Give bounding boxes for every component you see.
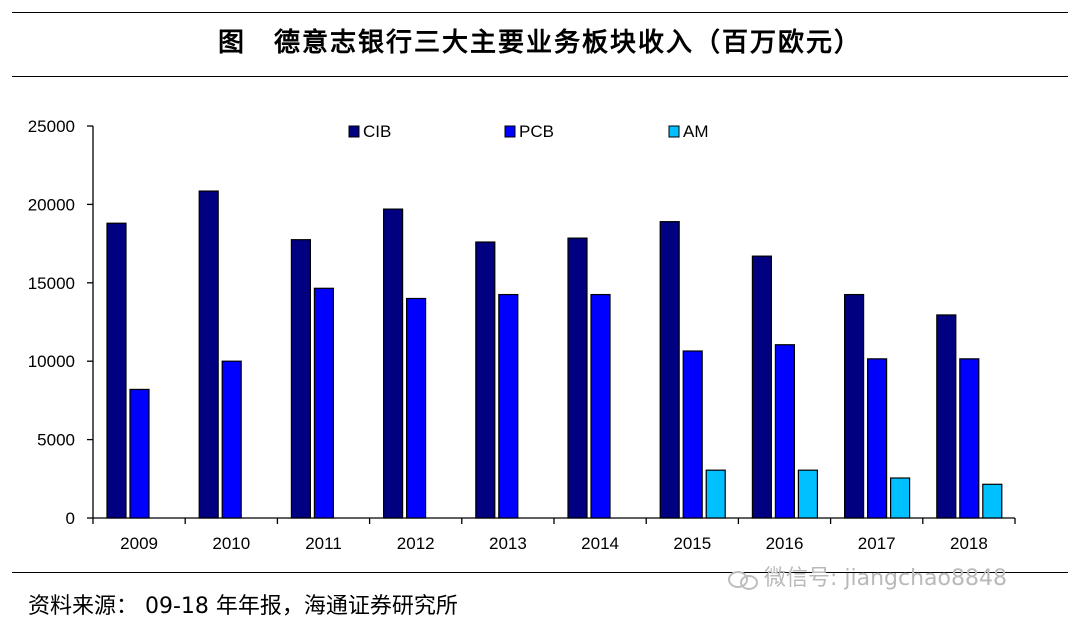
x-tick-label: 2018 [950, 534, 988, 553]
bar-cib-2013 [475, 241, 496, 519]
bar-pcb-2016 [774, 344, 796, 519]
bar-pcb-2014 [590, 293, 611, 519]
bar-pcb-2015 [682, 350, 703, 519]
bar-pcb-2012 [406, 297, 427, 519]
legend-label-pcb: PCB [519, 122, 554, 141]
top-rule [12, 12, 1068, 13]
watermark-text: 微信号: jiangchao8848 [764, 566, 1007, 591]
y-tick-label: 10000 [28, 352, 75, 371]
bar-am-2015 [705, 469, 726, 519]
x-tick-label: 2012 [397, 534, 435, 553]
bar-chart: 0 5000 10000 15000 20000 25000 2009 2010 2011 201… [28, 117, 1016, 553]
x-tick-label: 2016 [766, 534, 804, 553]
bar-pcb-2017 [866, 358, 888, 519]
x-tick-label: 2011 [305, 534, 342, 553]
source-note: 资料来源： 09-18 年年报，海通证券研究所 [28, 594, 458, 619]
bar-pcb-2011 [313, 287, 334, 519]
bar-cib-2016 [751, 255, 773, 519]
bar-am-2016 [797, 469, 819, 519]
bar-pcb-2009 [129, 388, 150, 519]
bar-am-2018 [982, 483, 1003, 519]
x-tick-label: 2017 [858, 534, 896, 553]
bar-am-2017 [889, 477, 911, 519]
x-tick-label: 2010 [212, 534, 250, 553]
y-tick-label: 25000 [28, 117, 75, 136]
legend-swatch-cib [348, 125, 360, 138]
bar-cib-2015 [659, 221, 680, 519]
y-tick-label: 15000 [28, 274, 75, 293]
bar-pcb-2010 [221, 360, 242, 519]
bar-cib-2017 [843, 293, 865, 519]
legend-label-cib: CIB [363, 122, 391, 141]
watermark: 微信号: jiangchao8848 [728, 560, 1007, 592]
x-tick-label: 2014 [581, 534, 619, 553]
bottom-rule [12, 572, 1068, 573]
bar-cib-2018 [936, 314, 957, 519]
wechat-icon [728, 569, 760, 590]
bar-pcb-2018 [959, 358, 980, 519]
y-tick-label: 0 [66, 509, 75, 528]
legend-swatch-am [668, 125, 680, 138]
bar-cib-2010 [198, 190, 219, 519]
bar-cib-2012 [383, 208, 404, 519]
x-tick-label: 2009 [120, 534, 158, 553]
legend-swatch-pcb [504, 125, 516, 138]
bar-cib-2011 [290, 239, 311, 519]
figure-title: 图 德意志银行三大主要业务板块收入（百万欧元） [217, 28, 862, 58]
bar-cib-2014 [567, 237, 588, 519]
bar-cib-2009 [106, 222, 127, 519]
x-tick-label: 2015 [673, 534, 711, 553]
bar-pcb-2013 [498, 293, 519, 519]
y-tick-label: 20000 [28, 195, 75, 214]
title-rule [12, 76, 1068, 77]
legend-label-am: AM [683, 122, 709, 141]
y-tick-label: 5000 [37, 431, 75, 450]
x-tick-label: 2013 [489, 534, 527, 553]
